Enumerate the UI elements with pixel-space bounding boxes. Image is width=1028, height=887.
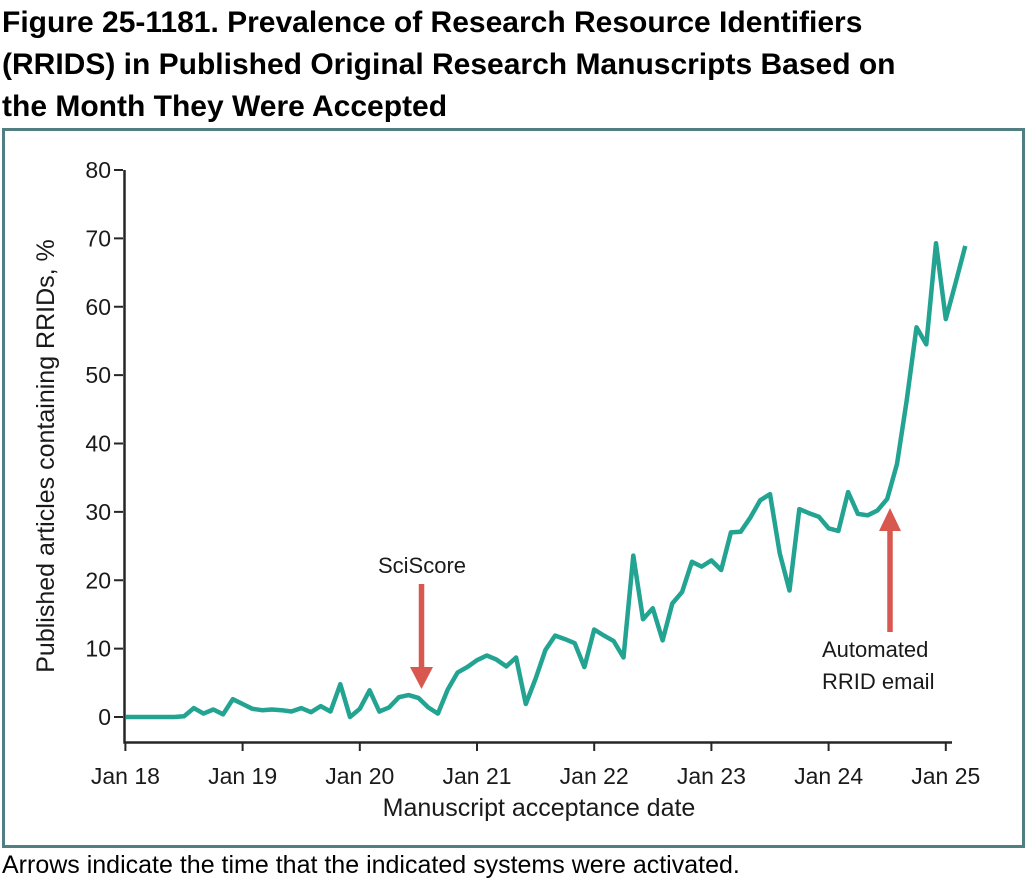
x-tick-label: Jan 24 — [794, 763, 863, 789]
figure-footnote: Arrows indicate the time that the indica… — [2, 851, 740, 879]
y-tick-label: 20 — [85, 567, 111, 593]
x-axis-ticks: Jan 18 Jan 19 Jan 20 Jan 21 Jan 22 Jan 23 Jan … — [91, 743, 980, 789]
sciscore-annotation-label: SciScore — [377, 553, 467, 578]
rrid-trend-line — [125, 240, 968, 720]
chart-frame — [2, 128, 1025, 848]
figure-title: Figure 25-1181. Prevalence of Research R… — [2, 2, 1022, 128]
x-tick-label: Jan 21 — [442, 763, 511, 789]
figure-title-line-3: the Month They Were Accepted — [2, 90, 448, 123]
y-tick-label: 70 — [85, 225, 111, 251]
figure-title-line-2: (RRIDS) in Published Original Research M… — [2, 48, 896, 81]
x-tick-label: Jan 18 — [91, 763, 160, 789]
y-tick-label: 60 — [85, 294, 111, 320]
automated-rrid-email-arrow-icon — [879, 508, 901, 632]
y-tick-label: 80 — [85, 157, 111, 183]
x-tick-label: Jan 25 — [911, 763, 980, 789]
x-tick-label: Jan 22 — [560, 763, 629, 789]
y-tick-label: 10 — [85, 636, 111, 662]
figure-title-line-1: Figure 25-1181. Prevalence of Research R… — [2, 6, 863, 39]
y-tick-label: 0 — [98, 704, 111, 730]
y-tick-label: 40 — [85, 431, 111, 457]
automated-rrid-email-annotation-label: Automated RRID email — [822, 637, 935, 694]
y-tick-label: 30 — [85, 499, 111, 525]
y-axis-label: Published articles containing RRIDs, % — [32, 239, 60, 673]
x-axis-label: Manuscript acceptance date — [382, 794, 696, 822]
x-tick-label: Jan 19 — [208, 763, 277, 789]
sciscore-arrow-icon — [410, 584, 433, 689]
x-tick-label: Jan 23 — [677, 763, 746, 789]
y-axis-ticks: 0 10 20 30 40 50 60 70 80 — [85, 157, 123, 730]
x-tick-label: Jan 20 — [325, 763, 394, 789]
y-tick-label: 50 — [85, 362, 111, 388]
axis-spines — [123, 170, 952, 744]
